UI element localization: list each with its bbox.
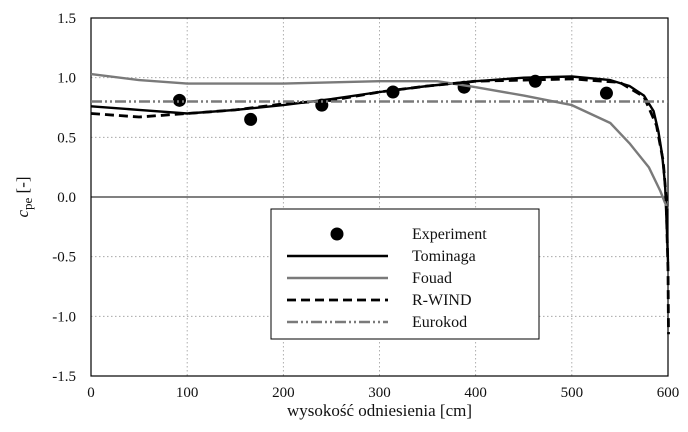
legend-marker-experiment <box>330 227 344 241</box>
legend-items: Experiment Tominaga Fouad R-WIND Eurokod <box>287 226 487 331</box>
legend-label-eurokod: Eurokod <box>412 314 467 331</box>
y-axis-label: cpe [-] <box>13 176 35 217</box>
legend-label-tominaga: Tominaga <box>412 248 476 265</box>
series-fouad-line <box>90 72 670 210</box>
experiment-marker <box>244 112 258 126</box>
y-axis-label-suffix: [-] <box>13 176 32 197</box>
y-axis-label-subscript: pe <box>20 197 35 210</box>
y-axis-label-main: c <box>13 210 32 218</box>
legend: Experiment Tominaga Fouad R-WIND Eurokod <box>270 208 540 340</box>
y-tick-label: 1.5 <box>57 11 76 27</box>
plot-frame <box>90 17 669 377</box>
x-tick-label: 500 <box>561 385 584 401</box>
y-tick-label: 0.0 <box>57 190 76 206</box>
x-tick-label: 400 <box>464 385 487 401</box>
y-tick-label: -0.5 <box>52 250 76 266</box>
x-tick-label: 600 <box>657 385 680 401</box>
experiment-marker <box>172 93 186 107</box>
x-axis-label: wysokość odniesienia [cm] <box>287 401 472 420</box>
legend-box <box>270 208 540 340</box>
legend-label-experiment: Experiment <box>412 226 487 243</box>
x-tick-label: 200 <box>272 385 295 401</box>
x-tick-label: 100 <box>176 385 199 401</box>
series-group <box>90 72 670 335</box>
x-tick-label: 300 <box>368 385 391 401</box>
y-tick-labels: 1.5 1.0 0.5 0.0 -0.5 -1.0 -1.5 <box>52 11 76 385</box>
x-tick-labels: 0 100 200 300 400 500 600 <box>87 385 679 401</box>
x-tick-label: 0 <box>87 385 95 401</box>
y-tick-label: -1.0 <box>52 309 76 325</box>
y-tick-label: 1.0 <box>57 71 76 87</box>
legend-label-fouad: Fouad <box>412 270 452 287</box>
series-r-wind-line <box>90 77 670 335</box>
y-tick-label: 0.5 <box>57 130 76 146</box>
experiment-marker <box>599 86 613 100</box>
legend-label-r-wind: R-WIND <box>412 292 472 309</box>
y-tick-label: -1.5 <box>52 369 76 385</box>
